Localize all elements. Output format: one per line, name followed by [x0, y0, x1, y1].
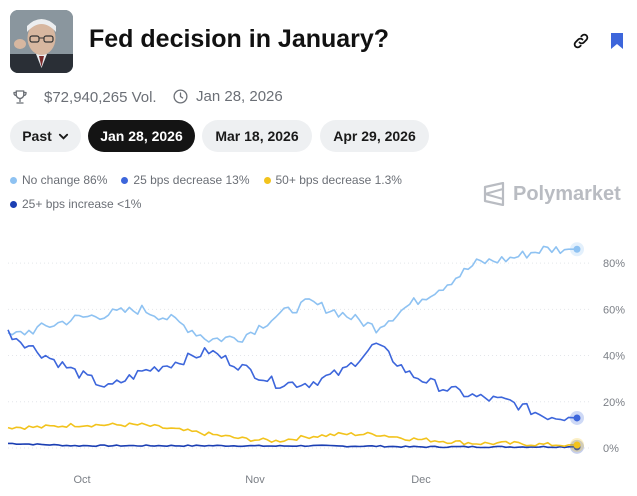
chart-legend: No change 86% 25 bps decrease 13% 50+ bp…	[10, 173, 402, 187]
legend-dot	[121, 176, 129, 184]
x-tick-label: Dec	[411, 474, 431, 486]
y-tick-label: 60%	[603, 304, 625, 316]
date-tab-jan-28[interactable]: Jan 28, 2026	[88, 120, 195, 152]
market-avatar	[10, 10, 73, 73]
legend-25bps-decrease: 25 bps decrease 13%	[121, 173, 250, 187]
legend-no-change: No change 86%	[10, 173, 107, 187]
legend-25bps-increase: 25+ bps increase <1%	[10, 197, 141, 211]
endpoint-dot-no-change	[573, 245, 581, 253]
chart-legend-row-2: 25+ bps increase <1%	[10, 197, 141, 211]
page-title: Fed decision in January?	[89, 25, 390, 53]
end-date-text: Jan 28, 2026	[196, 88, 283, 105]
legend-50bps-decrease: 50+ bps decrease 1.3%	[263, 173, 402, 187]
copy-link-button[interactable]	[570, 30, 592, 52]
legend-dot	[10, 176, 17, 184]
link-icon	[573, 33, 589, 49]
endpoint-dot-50bps-decrease	[573, 441, 581, 449]
polymarket-brand: Polymarket	[483, 182, 621, 206]
probability-chart[interactable]: 0% 20% 40% 60% 80% Oct Nov Dec	[0, 230, 637, 496]
date-tab-mar-18[interactable]: Mar 18, 2026	[202, 120, 312, 152]
polymarket-logo-icon	[483, 182, 505, 206]
y-tick-label: 40%	[603, 351, 625, 363]
bookmark-icon	[611, 33, 623, 49]
past-dropdown[interactable]: Past	[10, 120, 81, 152]
series-line-25bps-decrease	[7, 329, 578, 422]
legend-label: No change 86%	[22, 173, 108, 187]
legend-label: 25 bps decrease 13%	[133, 173, 250, 187]
date-tab-label: Apr 29, 2026	[333, 128, 416, 144]
legend-dot	[10, 200, 17, 208]
clock-icon	[173, 89, 188, 104]
past-label: Past	[22, 128, 52, 144]
volume-info: $72,940,265 Vol.	[11, 88, 157, 106]
y-tick-label: 0%	[603, 443, 619, 455]
x-tick-label: Oct	[73, 474, 90, 486]
volume-text: $72,940,265 Vol.	[44, 88, 157, 106]
date-tab-apr-29[interactable]: Apr 29, 2026	[320, 120, 429, 152]
trophy-icon	[13, 90, 27, 104]
bookmark-button[interactable]	[606, 30, 628, 52]
y-tick-label: 80%	[603, 258, 625, 270]
legend-dot	[263, 176, 271, 184]
x-tick-label: Nov	[245, 474, 265, 486]
y-axis-labels: 0% 20% 40% 60% 80%	[603, 258, 625, 455]
endpoint-dot-25bps-decrease	[573, 414, 581, 422]
legend-label: 25+ bps increase <1%	[22, 197, 142, 211]
x-axis-labels: Oct Nov Dec	[73, 474, 431, 486]
date-tab-label: Mar 18, 2026	[215, 128, 299, 144]
y-tick-label: 20%	[603, 397, 625, 409]
end-date-info: Jan 28, 2026	[172, 88, 283, 105]
date-tab-label: Jan 28, 2026	[100, 128, 183, 144]
series-line-25bps-increase	[8, 442, 577, 449]
chart-endpoints	[570, 242, 584, 454]
brand-name: Polymarket	[513, 182, 621, 205]
chart-grid	[8, 262, 590, 449]
series-line-50bps-decrease	[7, 422, 578, 447]
chart-series	[7, 245, 578, 449]
chevron-down-icon	[58, 133, 68, 140]
legend-label: 50+ bps decrease 1.3%	[275, 173, 402, 187]
series-line-no-change	[7, 245, 577, 343]
